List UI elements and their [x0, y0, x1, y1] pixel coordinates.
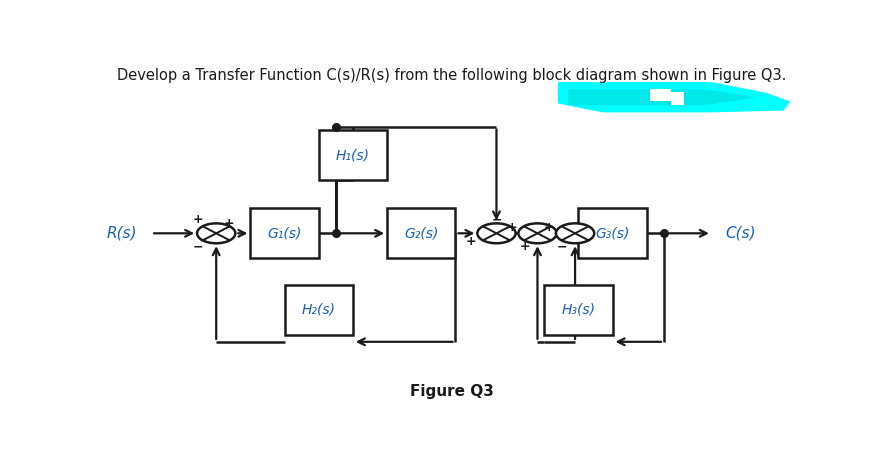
Text: R(s): R(s) — [107, 226, 138, 241]
Text: +: + — [506, 221, 517, 234]
Text: −: − — [557, 240, 567, 253]
Text: H₃(s): H₃(s) — [562, 303, 595, 317]
Text: G₂(s): G₂(s) — [404, 226, 438, 240]
Circle shape — [556, 223, 594, 243]
Bar — [318, 130, 387, 180]
Polygon shape — [558, 82, 790, 112]
Bar — [285, 285, 353, 334]
Text: C(s): C(s) — [726, 226, 756, 241]
Text: +: + — [465, 235, 475, 248]
Circle shape — [477, 223, 516, 243]
Text: −: − — [193, 240, 203, 253]
Text: +: + — [519, 240, 530, 253]
Circle shape — [519, 223, 557, 243]
Bar — [250, 208, 318, 258]
Text: Figure Q3: Figure Q3 — [410, 384, 494, 399]
Text: G₃(s): G₃(s) — [595, 226, 630, 240]
Text: +: + — [544, 221, 555, 234]
Polygon shape — [650, 89, 684, 105]
Text: +: + — [224, 217, 235, 231]
Text: G₁(s): G₁(s) — [267, 226, 302, 240]
Bar — [579, 208, 647, 258]
Bar — [544, 285, 613, 334]
Text: +: + — [192, 213, 204, 226]
Text: −: − — [491, 213, 502, 226]
Text: H₁(s): H₁(s) — [336, 148, 370, 162]
Text: H₂(s): H₂(s) — [302, 303, 336, 317]
Text: Develop a Transfer Function C(s)/R(s) from the following block diagram shown in : Develop a Transfer Function C(s)/R(s) fr… — [117, 68, 787, 83]
Circle shape — [197, 223, 235, 243]
Polygon shape — [568, 89, 756, 105]
Bar — [387, 208, 455, 258]
